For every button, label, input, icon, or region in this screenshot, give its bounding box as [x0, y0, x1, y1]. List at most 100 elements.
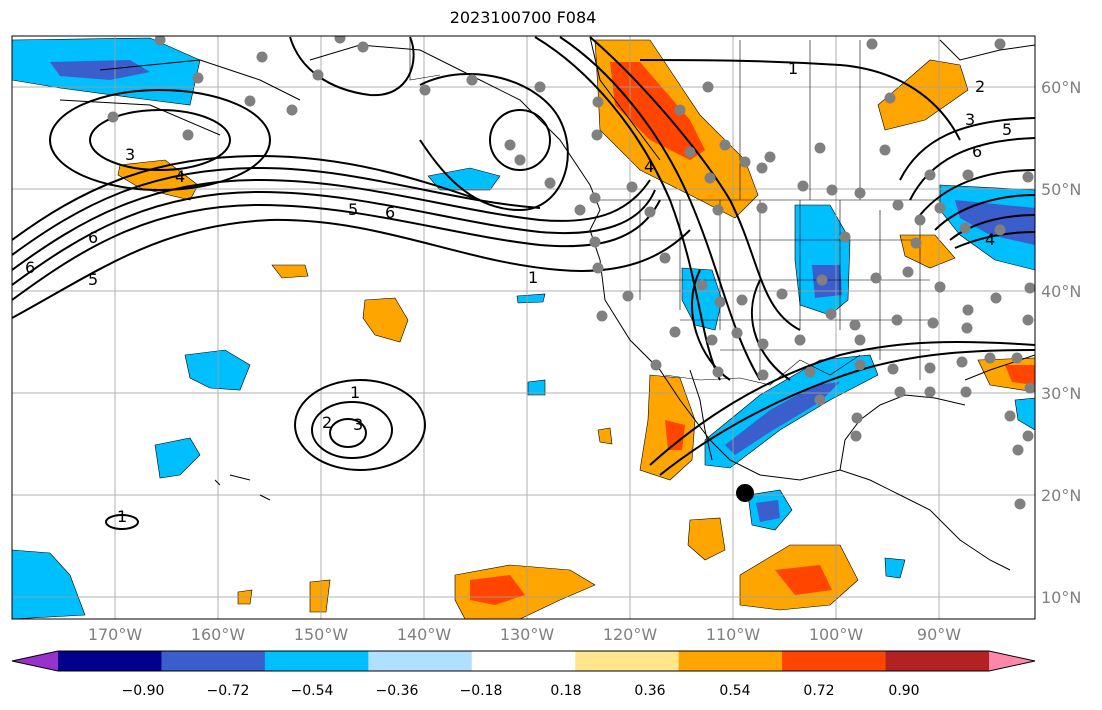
- station-marker: [719, 139, 731, 151]
- station-marker: [934, 281, 946, 293]
- contour-label: 4: [985, 230, 995, 249]
- station-marker: [736, 294, 748, 306]
- station-marker: [924, 169, 936, 181]
- station-marker: [107, 111, 119, 123]
- station-marker: [797, 180, 809, 192]
- station-marker: [256, 51, 268, 63]
- station-marker: [182, 129, 194, 141]
- contour-label: 1: [350, 383, 360, 402]
- contour-label: 3: [353, 415, 363, 434]
- station-marker: [870, 272, 882, 284]
- colorbar-tick-label: −0.90: [122, 683, 165, 699]
- lat-tick-label: 20°N: [1041, 486, 1081, 505]
- contour-label: 5: [348, 200, 358, 219]
- station-marker: [990, 292, 1002, 304]
- station-marker: [244, 95, 256, 107]
- station-marker: [902, 266, 914, 278]
- station-marker: [994, 38, 1006, 50]
- station-marker: [866, 38, 878, 50]
- lat-tick-label: 60°N: [1041, 78, 1081, 97]
- lon-tick-label: 160°W: [191, 625, 246, 644]
- station-marker: [739, 156, 751, 168]
- colorbar-tick-label: −0.54: [291, 683, 334, 699]
- colorbar-segment: [885, 651, 990, 671]
- station-marker: [154, 36, 166, 46]
- station-marker: [892, 199, 904, 211]
- station-marker: [622, 290, 634, 302]
- station-marker: [756, 162, 768, 174]
- lon-tick-label: 100°W: [809, 625, 864, 644]
- lon-tick-label: 130°W: [500, 625, 555, 644]
- station-marker: [816, 274, 828, 286]
- station-marker: [312, 69, 324, 81]
- station-marker: [696, 279, 708, 291]
- station-marker: [794, 334, 806, 346]
- lat-tick-label: 30°N: [1041, 384, 1081, 403]
- station-marker: [592, 96, 604, 108]
- colorbar-tick-label: 0.36: [634, 683, 665, 699]
- station-marker: [814, 142, 826, 154]
- colorbar: [11, 650, 1036, 672]
- station-marker: [854, 334, 866, 346]
- station-marker: [804, 366, 816, 378]
- station-marker: [357, 41, 369, 53]
- station-marker: [650, 359, 662, 371]
- plot-area: [12, 36, 1035, 619]
- station-marker: [514, 154, 526, 166]
- lon-tick-label: 150°W: [294, 625, 349, 644]
- station-marker: [934, 202, 946, 214]
- station-marker: [961, 322, 973, 334]
- station-marker: [994, 224, 1006, 236]
- colorbar-tick-label: 0.54: [719, 683, 750, 699]
- station-marker: [1011, 352, 1023, 364]
- colorbar-tick-label: 0.72: [803, 683, 834, 699]
- latitude-axis: 60°N 50°N 40°N 30°N 20°N 10°N: [1041, 78, 1081, 607]
- contour-label: 2: [322, 413, 332, 432]
- longitude-axis: 170°W 160°W 150°W 140°W 130°W 120°W 110°…: [88, 625, 961, 644]
- station-marker: [702, 81, 714, 93]
- colorbar-outline: [11, 650, 1036, 672]
- colorbar-segment: [782, 651, 887, 671]
- lon-tick-label: 110°W: [706, 625, 761, 644]
- station-marker: [924, 362, 936, 374]
- colorbar-tick-label: −0.36: [376, 683, 419, 699]
- station-marker: [927, 317, 939, 329]
- station-marker: [826, 184, 838, 196]
- colorbar-segment: [368, 651, 473, 671]
- contour-label: 1: [788, 59, 798, 78]
- lon-tick-label: 140°W: [397, 625, 452, 644]
- station-marker: [706, 334, 718, 346]
- lat-tick-label: 10°N: [1041, 588, 1081, 607]
- station-marker: [757, 369, 769, 381]
- lon-tick-label: 90°W: [917, 625, 961, 644]
- station-marker: [589, 192, 601, 204]
- station-marker: [984, 352, 996, 364]
- lon-tick-label: 120°W: [603, 625, 658, 644]
- station-marker: [962, 304, 974, 316]
- station-marker: [956, 356, 968, 368]
- station-marker: [1022, 430, 1034, 442]
- station-marker: [894, 386, 906, 398]
- contour-label: 6: [972, 142, 982, 161]
- station-marker: [644, 206, 656, 218]
- political-borders: [409, 37, 940, 386]
- contour-label: 1: [528, 268, 538, 287]
- map-title: 2023100700 F084: [449, 8, 597, 27]
- colorbar-segment: [264, 651, 369, 671]
- station-marker: [192, 72, 204, 84]
- station-marker: [825, 308, 837, 320]
- contour-label: 1: [117, 507, 127, 526]
- station-marker: [504, 139, 516, 151]
- station-marker: [1022, 171, 1034, 183]
- colorbar-tick-label: 0.90: [888, 683, 919, 699]
- station-marker: [756, 202, 768, 214]
- colorbar-tick-label: −0.72: [207, 683, 250, 699]
- station-marker: [712, 366, 724, 378]
- colorbar-extension-min: [12, 651, 58, 671]
- contour-label: 6: [88, 228, 98, 247]
- station-marker: [1004, 410, 1016, 422]
- station-marker: [674, 104, 686, 116]
- station-marker: [714, 296, 726, 308]
- station-marker: [1024, 282, 1035, 294]
